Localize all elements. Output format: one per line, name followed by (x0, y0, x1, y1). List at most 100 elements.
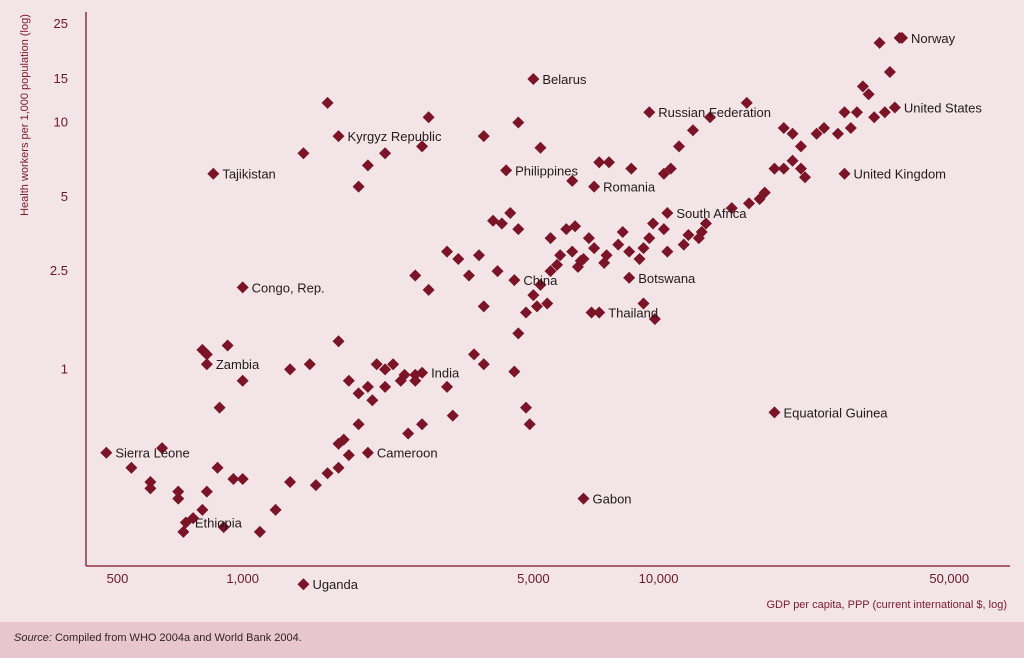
data-point (637, 242, 650, 255)
data-point (519, 306, 532, 319)
data-label: United States (904, 100, 983, 115)
data-point-labeled (593, 306, 606, 319)
data-point (352, 387, 365, 400)
point-labels: Norway Belarus Russian Federation United St… (115, 31, 982, 592)
source-prefix: Source: (14, 632, 52, 644)
data-point (477, 358, 490, 371)
data-point (379, 363, 392, 376)
data-point (477, 130, 490, 143)
data-label: Russian Federation (658, 105, 771, 120)
data-point (217, 521, 230, 534)
data-label: Tajikistan (222, 167, 275, 182)
data-point (686, 124, 699, 137)
data-point (387, 358, 400, 371)
data-point (468, 348, 481, 361)
data-point (554, 249, 567, 262)
data-point (512, 327, 525, 340)
x-tick-label: 500 (107, 571, 129, 586)
data-point (144, 482, 157, 495)
data-point (534, 141, 547, 154)
data-label: Sierra Leone (115, 446, 189, 461)
data-point-labeled (896, 31, 909, 44)
data-point (602, 156, 615, 169)
data-point (297, 147, 310, 160)
data-point (361, 159, 374, 172)
data-point-labeled (179, 516, 192, 529)
data-label: Thailand (608, 306, 658, 321)
scatter-chart: 500 1,000 5,000 10,000 50,000 1 2.5 5 10 15 25 Nor… (19, 12, 1010, 611)
data-point (512, 116, 525, 129)
data-point (818, 121, 831, 134)
data-point (844, 121, 857, 134)
data-point (657, 223, 670, 236)
tick-labels: 500 1,000 5,000 10,000 50,000 1 2.5 5 10 15 25 (50, 16, 969, 586)
data-point (883, 66, 896, 79)
data-point (625, 162, 638, 175)
data-point (633, 252, 646, 265)
data-point (416, 140, 429, 153)
y-tick-label: 1 (61, 361, 68, 376)
data-point (213, 401, 226, 414)
data-point (477, 300, 490, 313)
data-point (253, 525, 266, 538)
data-point (379, 147, 392, 160)
data-point (379, 380, 392, 393)
data-point (352, 180, 365, 193)
data-point (794, 140, 807, 153)
data-point (366, 394, 379, 407)
data-point (647, 217, 660, 230)
data-point (740, 96, 753, 109)
data-label: Philippines (515, 163, 578, 178)
data-point (588, 242, 601, 255)
source-note: Source: Compiled from WHO 2004a and Worl… (0, 622, 1024, 658)
x-axis-title: GDP per capita, PPP (current internation… (767, 599, 1008, 611)
data-point (585, 306, 598, 319)
source-text: Compiled from WHO 2004a and World Bank 2… (51, 632, 302, 644)
data-point (873, 36, 886, 49)
data-point (472, 249, 485, 262)
data-point (838, 106, 851, 119)
data-point (704, 111, 717, 124)
data-label: Gabon (593, 492, 632, 507)
data-point (566, 245, 579, 258)
data-point (370, 358, 383, 371)
data-point (677, 238, 690, 251)
data-point (125, 461, 138, 474)
data-point (810, 127, 823, 140)
data-label: China (523, 273, 558, 288)
data-points (100, 31, 909, 591)
data-point (612, 238, 625, 251)
data-point (177, 525, 190, 538)
data-point (332, 461, 345, 474)
data-point (446, 409, 459, 422)
data-point (637, 297, 650, 310)
data-point-labeled (577, 492, 590, 505)
data-point (868, 111, 881, 124)
data-point (519, 401, 532, 414)
y-tick-label: 15 (54, 71, 68, 86)
data-point (236, 374, 249, 387)
data-point (643, 232, 656, 245)
x-tick-label: 5,000 (517, 571, 550, 586)
data-point-labeled (661, 206, 674, 219)
data-label: Ethiopia (195, 516, 243, 531)
data-point (794, 162, 807, 175)
data-point-labeled (207, 167, 220, 180)
data-point (661, 245, 674, 258)
data-point (227, 473, 240, 486)
data-point (144, 476, 157, 489)
data-point (544, 265, 557, 278)
data-label: Kyrgyz Republic (348, 129, 442, 144)
data-point-labeled (623, 271, 636, 284)
data-label: Romania (603, 180, 656, 195)
data-point (856, 80, 869, 93)
y-axis-title: Health workers per 1,000 population (log… (19, 14, 31, 216)
y-tick-label: 25 (54, 16, 68, 31)
data-point (452, 252, 465, 265)
x-tick-label: 10,000 (639, 571, 679, 586)
data-point (422, 283, 435, 296)
data-point (862, 88, 875, 101)
data-point (284, 476, 297, 489)
data-point (512, 223, 525, 236)
